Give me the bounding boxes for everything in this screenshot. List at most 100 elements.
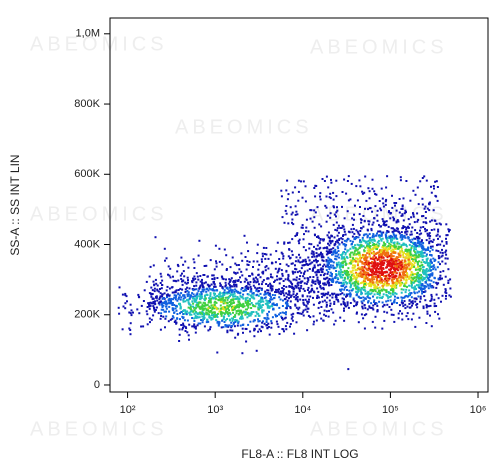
density-dot (440, 255, 443, 258)
density-dot (393, 278, 396, 281)
density-dot (278, 282, 281, 285)
density-dot (233, 308, 236, 311)
density-dot (196, 316, 199, 318)
density-dot (336, 227, 339, 230)
density-dot (183, 312, 186, 315)
density-dot (321, 271, 324, 274)
density-dot (152, 297, 155, 300)
density-dot (223, 308, 226, 311)
density-dot (315, 185, 318, 187)
density-dot (356, 243, 359, 246)
density-dot (412, 242, 414, 245)
density-dot (371, 278, 374, 281)
density-dot (412, 273, 415, 276)
density-dot (198, 305, 201, 308)
density-dot (132, 311, 134, 314)
density-dot (400, 268, 403, 270)
density-dot (204, 303, 207, 306)
density-dot (394, 264, 397, 267)
density-dot (320, 268, 323, 271)
density-dot (427, 249, 430, 251)
density-dot (238, 298, 241, 301)
density-dot (285, 292, 288, 295)
density-dot (436, 233, 439, 236)
density-dot (364, 290, 367, 293)
density-dot (410, 248, 412, 251)
density-dot (194, 295, 197, 298)
density-dot (333, 266, 336, 269)
density-dot (163, 310, 166, 313)
density-dot (272, 302, 275, 305)
density-dot (375, 243, 378, 246)
density-dot (295, 276, 298, 279)
density-dot (214, 244, 217, 247)
density-dot (212, 292, 215, 295)
density-dot (380, 239, 383, 242)
density-dot (347, 267, 350, 270)
density-dot (197, 302, 200, 305)
density-dot (312, 251, 315, 254)
density-dot (181, 272, 183, 275)
density-dot (290, 294, 293, 297)
density-dot (195, 284, 198, 287)
density-dot (378, 289, 381, 292)
density-dot (152, 302, 155, 305)
density-dot (435, 281, 438, 284)
density-dot (407, 318, 410, 321)
density-dot (373, 259, 376, 262)
density-dot (247, 293, 250, 296)
density-dot (402, 288, 405, 291)
density-dot (261, 280, 264, 283)
density-dot (278, 306, 281, 309)
density-dot (380, 231, 383, 234)
density-dot (410, 216, 413, 219)
density-dot (240, 252, 243, 255)
density-dot (156, 289, 159, 292)
density-dot (338, 256, 341, 259)
density-dot (429, 314, 431, 317)
density-dot (373, 239, 376, 242)
density-dot (412, 213, 415, 216)
density-dot (311, 220, 314, 223)
density-dot (182, 310, 185, 312)
density-dot (188, 297, 191, 300)
density-dot (418, 268, 421, 271)
density-dot (399, 261, 401, 264)
density-dot (393, 300, 396, 303)
density-dot (169, 267, 172, 270)
density-dot (271, 285, 274, 288)
density-dot (239, 276, 241, 279)
density-dot (431, 285, 434, 288)
density-dot (232, 298, 235, 301)
density-dot (332, 191, 335, 194)
density-dot (192, 305, 194, 308)
density-dot (406, 266, 409, 269)
density-dot (163, 247, 166, 250)
x-tick-label: 10⁴ (294, 404, 311, 416)
density-dot (379, 254, 382, 256)
density-dot (252, 304, 255, 307)
density-dot (419, 229, 421, 232)
density-dot (199, 313, 202, 316)
density-dot (206, 312, 209, 315)
density-dot (200, 295, 202, 297)
density-dot (400, 279, 403, 282)
density-dot (386, 256, 389, 259)
density-dot (285, 269, 288, 272)
density-dot (387, 248, 390, 250)
density-dot (148, 292, 151, 295)
density-dot (394, 286, 397, 289)
density-dot (414, 285, 417, 288)
density-dot (265, 318, 268, 321)
density-dot (269, 286, 272, 289)
density-dot (345, 192, 348, 195)
density-dot (284, 298, 287, 301)
density-dot (383, 319, 386, 322)
density-dot (427, 287, 430, 290)
density-dot (393, 251, 396, 254)
density-dot (370, 274, 373, 276)
density-dot (385, 238, 388, 241)
density-dot (224, 281, 227, 284)
density-dot (417, 271, 419, 274)
density-dot (301, 224, 304, 227)
